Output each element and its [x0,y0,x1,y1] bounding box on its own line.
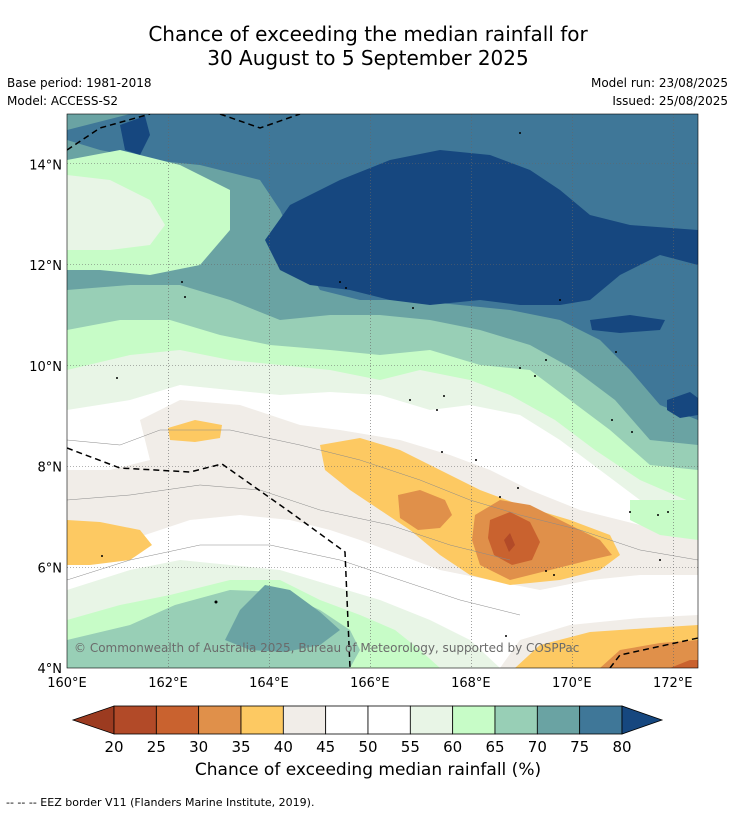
colorbar-tick-label: 25 [147,738,166,756]
colorbar-bin [325,705,369,735]
map-frame [66,113,699,669]
colorbar-tick-label: 50 [358,738,377,756]
colorbar-tick-label: 80 [612,738,631,756]
band-above-80-d [120,116,150,155]
colorbar-bin [113,705,157,735]
colorbar-tick-label: 40 [274,738,293,756]
x-tick-label: 160°E [47,676,87,691]
y-tick-label: 10°N [29,360,62,375]
colorbar-tick-label: 55 [401,738,420,756]
base-period: Base period: 1981-2018 [7,76,152,90]
colorbar-bin [240,705,284,735]
colorbar-bin [452,705,496,735]
colorbar [71,705,664,735]
y-axis-ticks: 4°N 6°N 8°N 10°N 12°N 14°N [29,158,62,677]
band-above-80-a [265,150,698,305]
colorbar-tick-label: 20 [104,738,123,756]
colorbar-tick-label: 65 [485,738,504,756]
colorbar-tick-label: 75 [570,738,589,756]
colorbar-bin [409,705,454,735]
y-tick-label: 8°N [38,461,63,476]
band-30 [488,512,540,565]
x-tick-label: 162°E [148,676,188,691]
colorbar-tick-label: 60 [443,738,462,756]
colorbar-bin [494,705,538,735]
title-line-2: 30 August to 5 September 2025 [207,46,529,70]
x-tick-label: 170°E [552,676,592,691]
title-line-1: Chance of exceeding the median rainfall … [148,22,588,46]
contour-lines [67,429,698,616]
band-above-80-c [667,392,698,418]
x-axis-ticks: 160°E 162°E 164°E 166°E 168°E 170°E 172°E [47,676,692,691]
colorbar-tick-label: 30 [189,738,208,756]
graticule [67,114,698,668]
west-orange-patch [67,520,152,565]
y-tick-label: 12°N [29,259,62,274]
y-tick-label: 14°N [29,158,62,173]
model-name: Model: ACCESS-S2 [7,94,119,108]
colorbar-bin [579,705,623,735]
x-tick-label: 172°E [653,676,693,691]
model-run: Model run: 23/08/2025 [590,76,728,90]
x-tick-label: 168°E [451,676,491,691]
x-tick-label: 166°E [350,676,390,691]
se-band-30 [670,660,698,668]
band-75-south [225,585,340,652]
colorbar-bin [367,705,411,735]
colorbar-bin [155,705,200,735]
issued-date: Issued: 25/08/2025 [612,94,728,108]
colorbar-bin [536,705,581,735]
nw-pale-patch [67,175,165,250]
copyright-text: © Commonwealth of Australia 2025, Bureau… [74,641,580,655]
x-tick-label: 164°E [249,676,289,691]
colorbar-high-arrow [621,705,664,735]
colorbar-tick-label: 35 [231,738,250,756]
band-25 [504,533,515,552]
colorbar-ticks: 20 25 30 35 40 45 50 55 60 65 70 75 80 [104,738,631,756]
colorbar-tick-label: 45 [316,738,335,756]
colorbar-tick-label: 70 [528,738,547,756]
y-tick-label: 4°N [38,662,63,677]
map-field [67,114,698,668]
colorbar-bin [282,705,327,735]
eez-legend-footer: -- -- -- EEZ border V11 (Flanders Marine… [6,796,315,809]
small-orange-patch [168,420,222,442]
colorbar-bin [198,705,242,735]
band-above-80-b [590,315,665,333]
colorbar-title: Chance of exceeding median rainfall (%) [194,760,542,780]
y-tick-label: 6°N [38,561,63,576]
se-green-patch [630,500,698,540]
colorbar-low-arrow [71,705,115,735]
islands [101,132,669,637]
eez-borders [67,114,698,668]
